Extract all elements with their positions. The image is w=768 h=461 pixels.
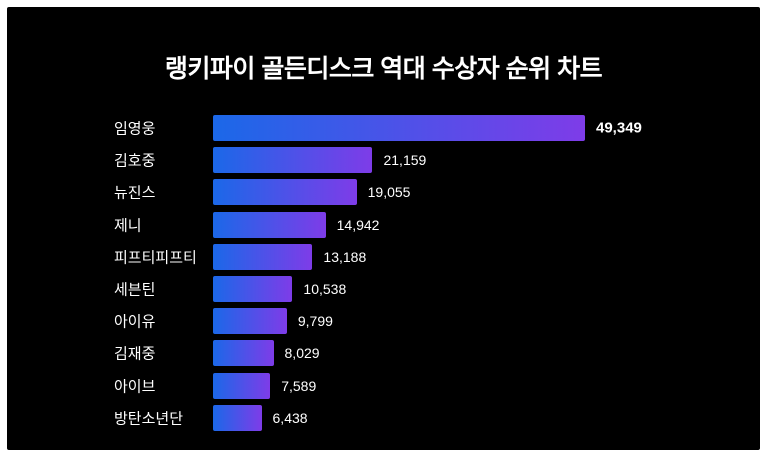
bar: [213, 308, 287, 335]
bar-row: 피프티피프티 13,188: [7, 241, 760, 273]
bar-row: 세븐틴 10,538: [7, 273, 760, 305]
bar: [213, 404, 262, 431]
value-label: 21,159: [383, 152, 427, 169]
value-label: 19,055: [367, 184, 411, 201]
category-label: 아이브: [114, 378, 156, 396]
bar: [213, 147, 373, 174]
bar: [213, 211, 326, 238]
category-label: 세븐틴: [114, 281, 156, 299]
value-label: 10,538: [303, 281, 347, 298]
value-label: 6,438: [272, 409, 308, 426]
value-label: 13,188: [323, 248, 367, 265]
bar: [213, 115, 585, 141]
value-label: 8,029: [284, 345, 320, 362]
value-label: 9,799: [297, 313, 333, 330]
bar: [213, 340, 274, 367]
category-label: 임영웅: [114, 120, 156, 138]
bar-row: 김재중 8,029: [7, 337, 760, 369]
category-label: 방탄소년단: [114, 410, 184, 428]
bar-row: 제니 14,942: [7, 209, 760, 241]
bar-row: 김호중 21,159: [7, 144, 760, 176]
category-label: 아이유: [114, 313, 156, 331]
category-label: 제니: [114, 217, 142, 235]
bar-chart: 임영웅 49,349 김호중 21,159 뉴진스 19,055 제니 14,942 피프티피프…: [7, 112, 760, 434]
value-label: 49,349: [596, 119, 642, 137]
chart-card: 랭키파이 골든디스크 역대 수상자 순위 차트 임영웅 49,349 김호중 21,1…: [7, 7, 760, 450]
bar-row: 아이유 9,799: [7, 305, 760, 337]
category-label: 뉴진스: [114, 184, 156, 202]
bar: [213, 372, 271, 399]
bar-row: 임영웅 49,349: [7, 112, 760, 144]
bar: [213, 243, 313, 270]
bar: [213, 179, 357, 206]
bar-row: 방탄소년단 6,438: [7, 402, 760, 434]
chart-title: 랭키파이 골든디스크 역대 수상자 순위 차트: [164, 55, 603, 83]
category-label: 김호중: [114, 152, 156, 170]
value-label: 14,942: [336, 216, 380, 233]
bar-row: 뉴진스 19,055: [7, 176, 760, 208]
bar-row: 아이브 7,589: [7, 370, 760, 402]
category-label: 김재중: [114, 345, 156, 363]
bar: [213, 275, 293, 302]
value-label: 7,589: [281, 377, 317, 394]
category-label: 피프티피프티: [114, 249, 197, 267]
